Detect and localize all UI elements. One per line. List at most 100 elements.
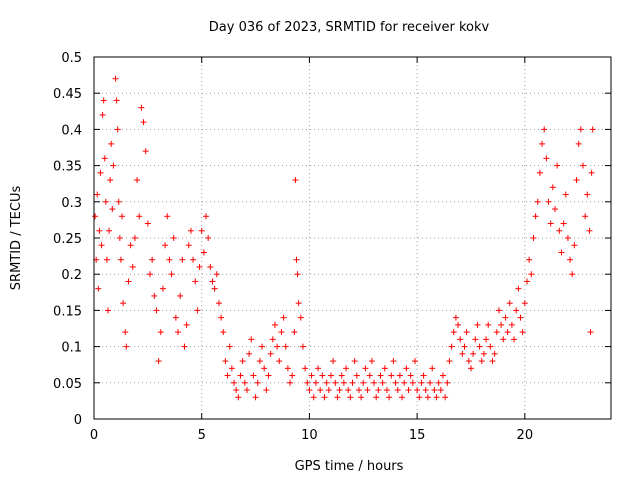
data-point [107, 177, 114, 184]
data-point [465, 358, 472, 365]
data-point [411, 358, 418, 365]
data-point [170, 235, 177, 241]
x-axis-label: GPS time / hours [295, 459, 404, 474]
data-point [269, 336, 276, 343]
data-point [448, 343, 455, 350]
data-point [168, 271, 175, 278]
data-point [293, 256, 300, 263]
data-point [101, 155, 108, 162]
data-point [459, 350, 466, 357]
data-point [110, 162, 117, 169]
data-point [147, 271, 154, 278]
data-point [151, 292, 158, 299]
data-point [198, 227, 205, 234]
data-point [347, 394, 354, 401]
data-point [478, 358, 485, 365]
data-point [457, 336, 464, 343]
data-point [196, 263, 203, 270]
data-point [116, 235, 123, 241]
data-point [355, 387, 362, 394]
data-point [381, 365, 388, 372]
data-point [519, 329, 526, 336]
data-point [295, 300, 302, 307]
data-point [358, 394, 365, 401]
data-point [532, 213, 539, 220]
axis-ticks: 0 5 10 15 20 0 0.05 0.1 0.15 0.2 0.25 0.3 0.35 0.4 0.4… [53, 51, 611, 443]
data-point [388, 372, 395, 379]
data-point [119, 213, 126, 220]
y-tick-label: 0.1 [61, 341, 82, 356]
data-point [383, 387, 390, 394]
data-point [280, 314, 287, 321]
data-point [521, 300, 528, 307]
data-point [108, 140, 115, 147]
data-point [377, 372, 384, 379]
data-point [149, 256, 156, 263]
data-point [115, 198, 122, 205]
data-point [172, 314, 179, 321]
data-point [414, 387, 421, 394]
data-point [100, 97, 107, 104]
data-point [399, 394, 406, 401]
data-point [470, 350, 477, 357]
data-point [577, 126, 584, 133]
data-point [340, 379, 347, 386]
data-point [480, 350, 487, 357]
data-point [271, 321, 278, 328]
data-point [129, 263, 136, 270]
data-point [278, 329, 285, 336]
data-point [103, 256, 110, 263]
data-point [547, 220, 554, 227]
data-point [401, 379, 408, 386]
data-point [528, 271, 535, 278]
data-point [437, 387, 444, 394]
data-point [539, 140, 546, 147]
data-point [562, 191, 569, 198]
data-point [125, 278, 132, 285]
data-point [220, 329, 227, 336]
data-point [349, 379, 356, 386]
data-point [215, 300, 222, 307]
data-point [330, 358, 337, 365]
data-point [319, 372, 326, 379]
data-point [302, 365, 309, 372]
data-point [317, 387, 324, 394]
data-point [205, 235, 212, 241]
data-point [157, 329, 164, 336]
data-point [579, 162, 586, 169]
data-point [551, 206, 558, 213]
data-point [203, 213, 210, 220]
data-point [327, 372, 334, 379]
data-point [517, 314, 524, 321]
data-point [113, 97, 120, 104]
data-point [472, 336, 479, 343]
data-point [213, 271, 220, 278]
x-tick-label: 15 [409, 428, 426, 443]
data-point [181, 343, 188, 350]
data-point [403, 365, 410, 372]
data-point [233, 387, 240, 394]
data-point [418, 379, 425, 386]
data-point [284, 365, 291, 372]
data-point [228, 365, 235, 372]
y-tick-label: 0.35 [53, 160, 82, 175]
data-point [589, 126, 596, 133]
data-point [463, 329, 470, 336]
plot-frame [93, 56, 612, 420]
y-tick-label: 0.15 [53, 304, 82, 319]
data-point [276, 358, 283, 365]
data-point [495, 307, 502, 314]
data-point [368, 358, 375, 365]
data-point [183, 321, 190, 328]
data-point [446, 358, 453, 365]
data-point [351, 358, 358, 365]
data-point [106, 227, 113, 234]
data-point [211, 285, 218, 292]
data-point [297, 314, 304, 321]
data-point [558, 249, 565, 256]
data-point [431, 387, 438, 394]
data-point [422, 387, 429, 394]
data-point [439, 372, 446, 379]
data-point [586, 227, 593, 234]
data-point [476, 343, 483, 350]
